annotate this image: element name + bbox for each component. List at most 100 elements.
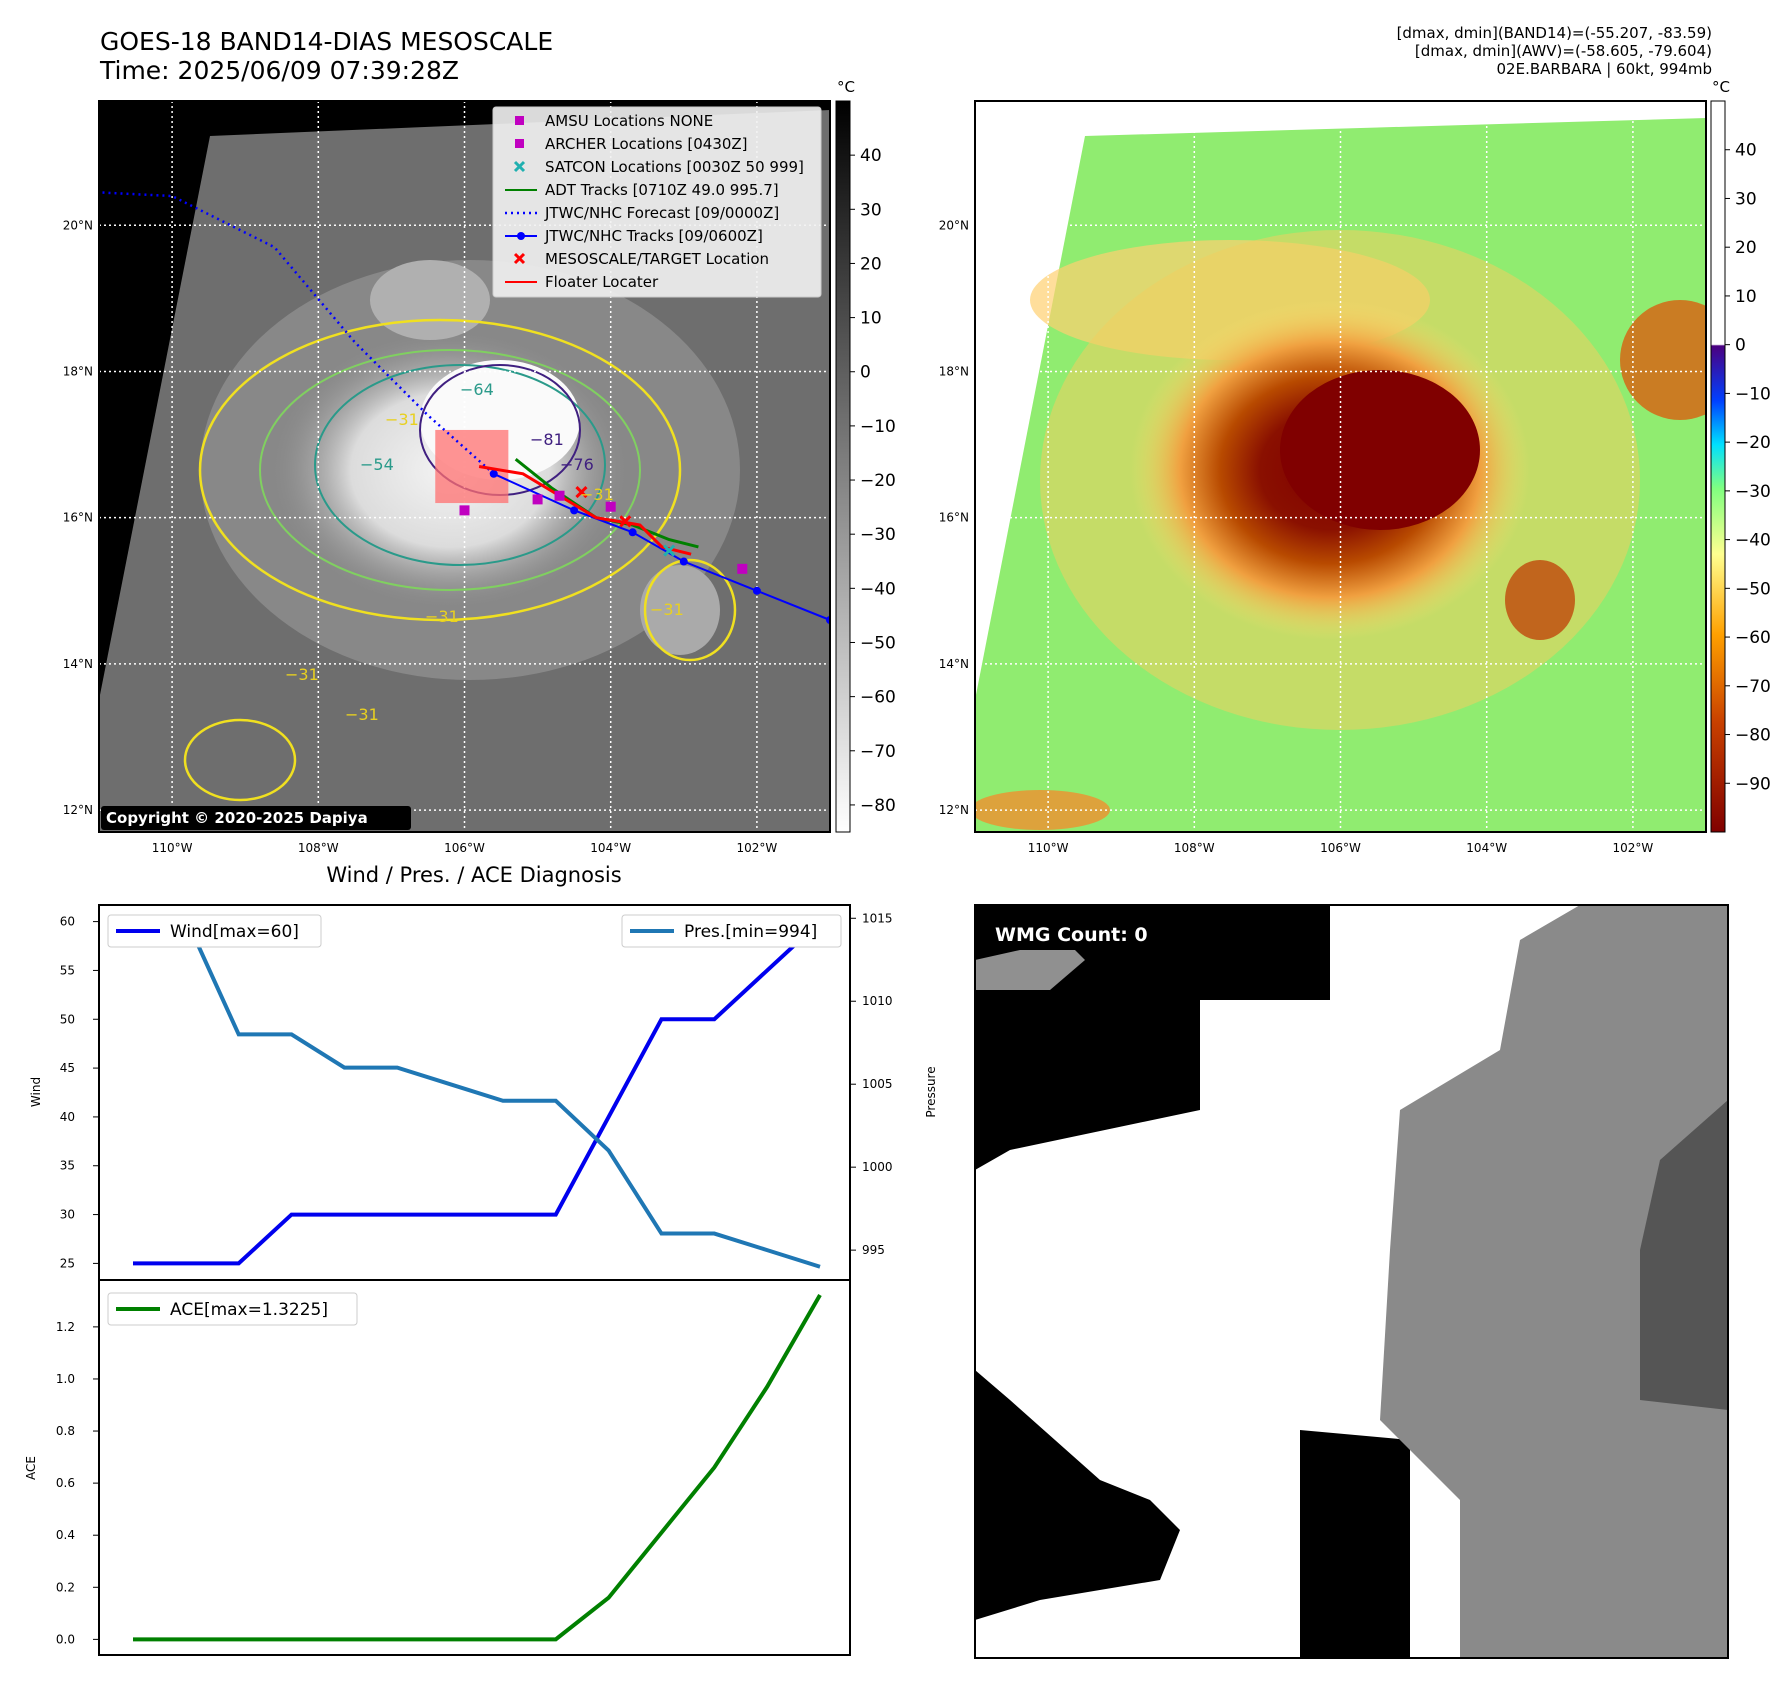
target-point xyxy=(575,486,588,499)
contour-label: −31 xyxy=(345,705,379,724)
wind-tick-label: 35 xyxy=(60,1159,75,1173)
ir-axis-ticks: 20°N 18°N 16°N 14°N 12°N 110°W 108°W 106°W 104°W… xyxy=(63,218,778,855)
wind-tick-label: 55 xyxy=(60,963,75,977)
lat-tick-label: 16°N xyxy=(63,511,93,525)
wmg-gray-east xyxy=(1380,905,1728,1658)
pressure-legend-box xyxy=(621,914,842,948)
legend-label: MESOSCALE/TARGET Location xyxy=(545,250,769,268)
lon-tick-label: 110°W xyxy=(152,841,193,855)
satcon-point xyxy=(663,544,676,557)
pressure-tick-label: 995 xyxy=(862,1243,885,1257)
legend-label: Floater Locater xyxy=(545,273,659,291)
cloud-east xyxy=(640,565,720,655)
lon-tick-label: 102°W xyxy=(737,841,778,855)
colorbar-tick-label: −10 xyxy=(860,417,896,437)
colorbar-tick-label: 0 xyxy=(1735,336,1746,356)
title-line1: GOES-18 BAND14-DIAS MESOSCALE xyxy=(100,27,554,56)
awv-colorbar-unit: °C xyxy=(1712,78,1730,96)
colorbar-tick-label: −50 xyxy=(1735,579,1771,599)
legend-label: ARCHER Locations [0430Z] xyxy=(545,135,748,153)
colorbar-tick-label: −20 xyxy=(860,471,896,491)
ace-tick-label: 1.2 xyxy=(56,1320,75,1334)
contour-green xyxy=(259,349,641,591)
colorbar-tick-label: 20 xyxy=(860,254,882,274)
colorbar-tick-label: −60 xyxy=(1735,628,1771,648)
legend-marker-dot xyxy=(517,232,525,240)
legend-marker xyxy=(513,160,526,173)
contour-south xyxy=(183,718,297,802)
ir-colorbar-ticks: 40 30 20 10 0 −10 −20 −30 −40 −50 −60 −70 −80 xyxy=(850,146,896,816)
wmg-panel: WMG Count: 0 xyxy=(974,904,1729,1659)
ace-plot: 1.2 1.0 0.8 0.6 0.4 0.2 0.0 ACE[max=1.3225] xyxy=(56,1292,822,1646)
colorbar-tick-label: 40 xyxy=(860,146,882,166)
ace-series-line xyxy=(133,1293,822,1642)
pressure-tick-label: 1015 xyxy=(862,911,893,925)
colorbar-tick-label: 30 xyxy=(860,200,882,220)
lon-tick-label: 104°W xyxy=(1466,841,1507,855)
colorbar-tick-label: −40 xyxy=(860,579,896,599)
colorbar-tick-label: −40 xyxy=(1735,531,1771,551)
colorbar-tick-label: −80 xyxy=(860,796,896,816)
ace-ylabel: ACE xyxy=(24,1456,38,1480)
stats-line3: 02E.BARBARA | 60kt, 994mb xyxy=(1496,60,1712,78)
pressure-tick-label: 1010 xyxy=(862,994,893,1008)
wmg-gray-corner xyxy=(975,940,1085,990)
awv-colorbar xyxy=(1710,100,1726,833)
ace-tick-label: 0.0 xyxy=(56,1632,75,1646)
colorbar-tick-label: −20 xyxy=(1735,433,1771,453)
wmg-frame xyxy=(974,904,1729,1659)
ace-legend-label: ACE[max=1.3225] xyxy=(170,1300,328,1320)
lon-tick-label: 106°W xyxy=(444,841,485,855)
wind-legend-label: Wind[max=60] xyxy=(170,922,299,942)
colorbar-tick-label: −90 xyxy=(1735,774,1771,794)
lat-tick-label: 20°N xyxy=(63,218,93,232)
lon-tick-label: 102°W xyxy=(1613,841,1654,855)
colorbar-tick-label: −30 xyxy=(1735,482,1771,502)
legend-marker xyxy=(515,116,524,125)
cloud-north xyxy=(370,260,490,340)
archer-point xyxy=(532,494,543,505)
lat-tick-label: 20°N xyxy=(939,218,969,232)
legend-marker xyxy=(515,139,524,148)
colorbar-tick-label: −10 xyxy=(1735,384,1771,404)
colorbar-tick-label: 40 xyxy=(1735,141,1757,161)
archer-point xyxy=(459,505,470,516)
ir-track-overlay xyxy=(99,191,830,625)
ace-tick-label: 0.6 xyxy=(56,1476,75,1490)
jtwc-track-line xyxy=(493,472,830,621)
ace-tick-label: 0.8 xyxy=(56,1424,75,1438)
colorbar-tick-label: 20 xyxy=(1735,238,1757,258)
awv-panel: 20°N 18°N 16°N 14°N 12°N 110°W 108°W 106°W 104°W… xyxy=(939,78,1771,855)
ir-frame xyxy=(98,100,831,833)
contour-label: −54 xyxy=(360,455,394,474)
pressure-legend-label: Pres.[min=994] xyxy=(684,922,817,942)
stats-block: [dmax, dmin](BAND14)=(-55.207, -83.59) [… xyxy=(1397,24,1712,78)
wmg-label-box xyxy=(987,918,1165,950)
legend-label: JTWC/NHC Forecast [09/0000Z] xyxy=(544,204,779,222)
wind-ylabel: Wind xyxy=(29,1077,43,1107)
colorbar-tick-label: 30 xyxy=(1735,189,1757,209)
colorbar-tick-label: 10 xyxy=(860,309,882,329)
wind-tick-label: 30 xyxy=(60,1208,75,1222)
lat-tick-label: 14°N xyxy=(63,657,93,671)
contour-label: −31 xyxy=(385,410,419,429)
contour-east xyxy=(643,558,737,662)
wmg-count-label: WMG Count: 0 xyxy=(995,924,1148,946)
contour-label: −31 xyxy=(425,607,459,626)
contour-label: −81 xyxy=(530,430,564,449)
archer-point xyxy=(554,490,565,501)
colorbar-tick-label: −60 xyxy=(860,688,896,708)
ace-tick-label: 0.4 xyxy=(56,1528,75,1542)
jtwc-forecast-line xyxy=(99,191,495,475)
wmg-black-southwest xyxy=(975,1370,1180,1620)
target-box xyxy=(435,429,509,504)
wind-tick-label: 40 xyxy=(60,1110,75,1124)
ace-legend-box xyxy=(107,1292,358,1326)
figure-title: GOES-18 BAND14-DIAS MESOSCALE Time: 2025… xyxy=(100,27,553,85)
lat-tick-label: 12°N xyxy=(63,803,93,817)
colorbar-tick-label: −50 xyxy=(860,633,896,653)
contour-yellow xyxy=(198,318,682,622)
contour-label: −64 xyxy=(460,380,494,399)
wind-tick-label: 45 xyxy=(60,1061,75,1075)
target-point xyxy=(619,515,632,528)
